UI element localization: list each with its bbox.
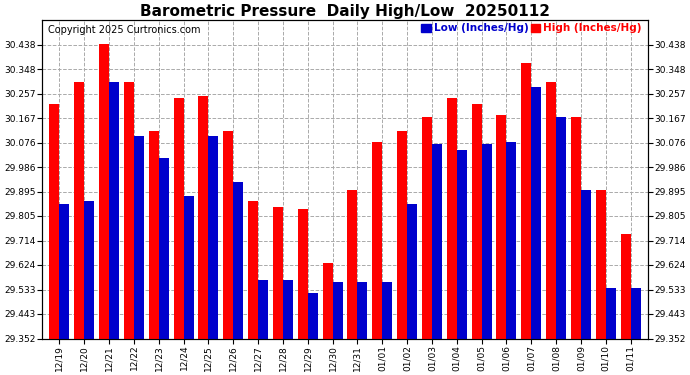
Bar xyxy=(50,104,59,339)
Legend: Low (Inches/Hg), High (Inches/Hg): Low (Inches/Hg), High (Inches/Hg) xyxy=(420,22,643,34)
Bar xyxy=(248,201,258,339)
Bar xyxy=(620,234,631,339)
Bar xyxy=(531,87,541,339)
Bar xyxy=(482,144,491,339)
Bar xyxy=(595,190,606,339)
Bar xyxy=(308,293,317,339)
Bar xyxy=(631,288,640,339)
Bar xyxy=(124,82,134,339)
Bar xyxy=(422,117,432,339)
Bar xyxy=(556,117,566,339)
Bar xyxy=(134,136,144,339)
Bar xyxy=(149,131,159,339)
Bar xyxy=(581,190,591,339)
Bar xyxy=(373,142,382,339)
Bar xyxy=(606,288,615,339)
Bar xyxy=(75,82,84,339)
Bar xyxy=(99,44,109,339)
Bar xyxy=(522,63,531,339)
Bar xyxy=(432,144,442,339)
Bar xyxy=(224,131,233,339)
Bar xyxy=(273,207,283,339)
Bar xyxy=(333,282,342,339)
Bar xyxy=(109,82,119,339)
Bar xyxy=(174,98,184,339)
Bar xyxy=(233,182,243,339)
Bar xyxy=(472,104,482,339)
Bar xyxy=(382,282,392,339)
Bar xyxy=(546,82,556,339)
Text: Copyright 2025 Curtronics.com: Copyright 2025 Curtronics.com xyxy=(48,25,201,35)
Bar xyxy=(159,158,168,339)
Bar xyxy=(199,96,208,339)
Bar xyxy=(59,204,70,339)
Bar xyxy=(208,136,218,339)
Title: Barometric Pressure  Daily High/Low  20250112: Barometric Pressure Daily High/Low 20250… xyxy=(140,4,550,19)
Bar xyxy=(506,142,516,339)
Bar xyxy=(571,117,581,339)
Bar xyxy=(258,280,268,339)
Bar xyxy=(497,114,506,339)
Bar xyxy=(457,150,466,339)
Bar xyxy=(84,201,95,339)
Bar xyxy=(447,98,457,339)
Bar xyxy=(184,196,193,339)
Bar xyxy=(407,204,417,339)
Bar xyxy=(357,282,367,339)
Bar xyxy=(298,209,308,339)
Bar xyxy=(283,280,293,339)
Bar xyxy=(323,263,333,339)
Bar xyxy=(348,190,357,339)
Bar xyxy=(397,131,407,339)
